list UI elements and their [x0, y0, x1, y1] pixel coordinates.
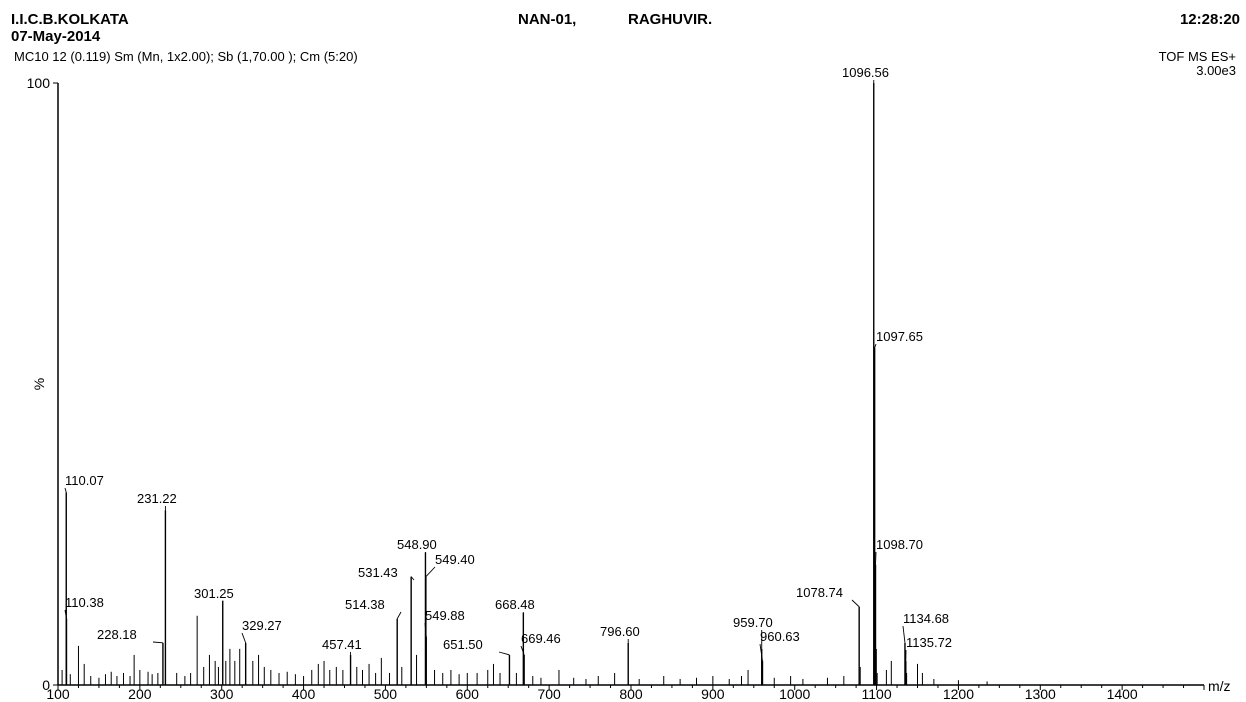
peak-label: 1097.65	[876, 329, 923, 344]
x-tick-label: 1100	[862, 686, 892, 702]
institute-name: I.I.C.B.KOLKATA	[11, 11, 129, 28]
peak-label: 1098.70	[876, 537, 923, 552]
peak-label: 959.70	[733, 615, 773, 630]
x-tick-label: 1000	[779, 686, 810, 702]
x-tick-label: 600	[456, 686, 480, 702]
peak-label: 669.46	[521, 631, 561, 646]
peak-label: 549.88	[425, 608, 465, 623]
acquisition-date: 07-May-2014	[11, 28, 101, 45]
peak-label: 1135.72	[906, 635, 952, 650]
peak-label-leader	[64, 609, 67, 619]
peak-label-leader	[152, 641, 163, 644]
x-tick-label: 1200	[943, 686, 974, 702]
x-tick-label: 1300	[1025, 686, 1056, 702]
x-tick-label: 300	[210, 686, 234, 702]
x-axis-label: m/z	[1208, 678, 1231, 694]
x-tick-label: 200	[128, 686, 152, 702]
peak-label: 329.27	[242, 618, 282, 633]
peak-label: 110.38	[65, 595, 104, 610]
operator-name: RAGHUVIR.	[628, 11, 713, 28]
peak-label-leader	[396, 611, 402, 620]
peak-label-leader	[425, 566, 436, 577]
peak-label-leader	[874, 343, 877, 349]
x-tick-label: 900	[701, 686, 725, 702]
x-tick-label: 400	[292, 686, 316, 702]
x-tick-label: 700	[537, 686, 561, 702]
peak-label: 668.48	[495, 597, 535, 612]
y-tick-label: 100	[27, 75, 51, 91]
x-tick-label: 800	[619, 686, 643, 702]
sample-name: NAN-01,	[518, 11, 577, 28]
peak-label-leader	[64, 487, 67, 493]
peak-label: 1096.56	[842, 65, 889, 80]
peak-label: 457.41	[322, 637, 362, 652]
acquisition-time: 12:28:20	[1179, 11, 1240, 28]
peak-label: 548.90	[397, 537, 437, 552]
x-tick-label: 1400	[1107, 686, 1138, 702]
peak-label: 231.22	[137, 491, 177, 506]
processing-parameters: MC10 12 (0.119) Sm (Mn, 1x2.00); Sb (1,7…	[14, 49, 358, 64]
peak-label: 110.07	[65, 473, 104, 488]
y-tick-label: 0	[42, 677, 50, 693]
peak-label-leader	[759, 643, 763, 661]
peak-label-leader	[410, 576, 415, 581]
x-tick-label: 100	[46, 686, 70, 702]
peak-label: 549.40	[435, 552, 475, 567]
peak-label: 514.38	[345, 597, 385, 612]
peak-label: 960.63	[760, 629, 800, 644]
peak-label: 651.50	[443, 637, 483, 652]
base-peak-intensity: 3.00e3	[1196, 63, 1236, 78]
peak-label-leader	[520, 645, 525, 656]
peak-label: 531.43	[358, 565, 398, 580]
peak-label: 228.18	[97, 627, 137, 642]
peak-label-leader	[498, 651, 510, 656]
peak-label: 1078.74	[796, 585, 843, 600]
ionization-mode: TOF MS ES+	[1158, 49, 1236, 64]
peak-label: 301.25	[194, 586, 234, 601]
peak-label-leader	[241, 632, 247, 644]
peak-label: 796.60	[600, 624, 640, 639]
peak-label-leader	[424, 622, 427, 637]
y-axis-label: %	[31, 378, 47, 390]
peak-label-leader	[851, 599, 860, 608]
x-tick-label: 500	[374, 686, 398, 702]
peak-label-leader	[902, 625, 906, 643]
peak-label: 1134.68	[903, 611, 949, 626]
